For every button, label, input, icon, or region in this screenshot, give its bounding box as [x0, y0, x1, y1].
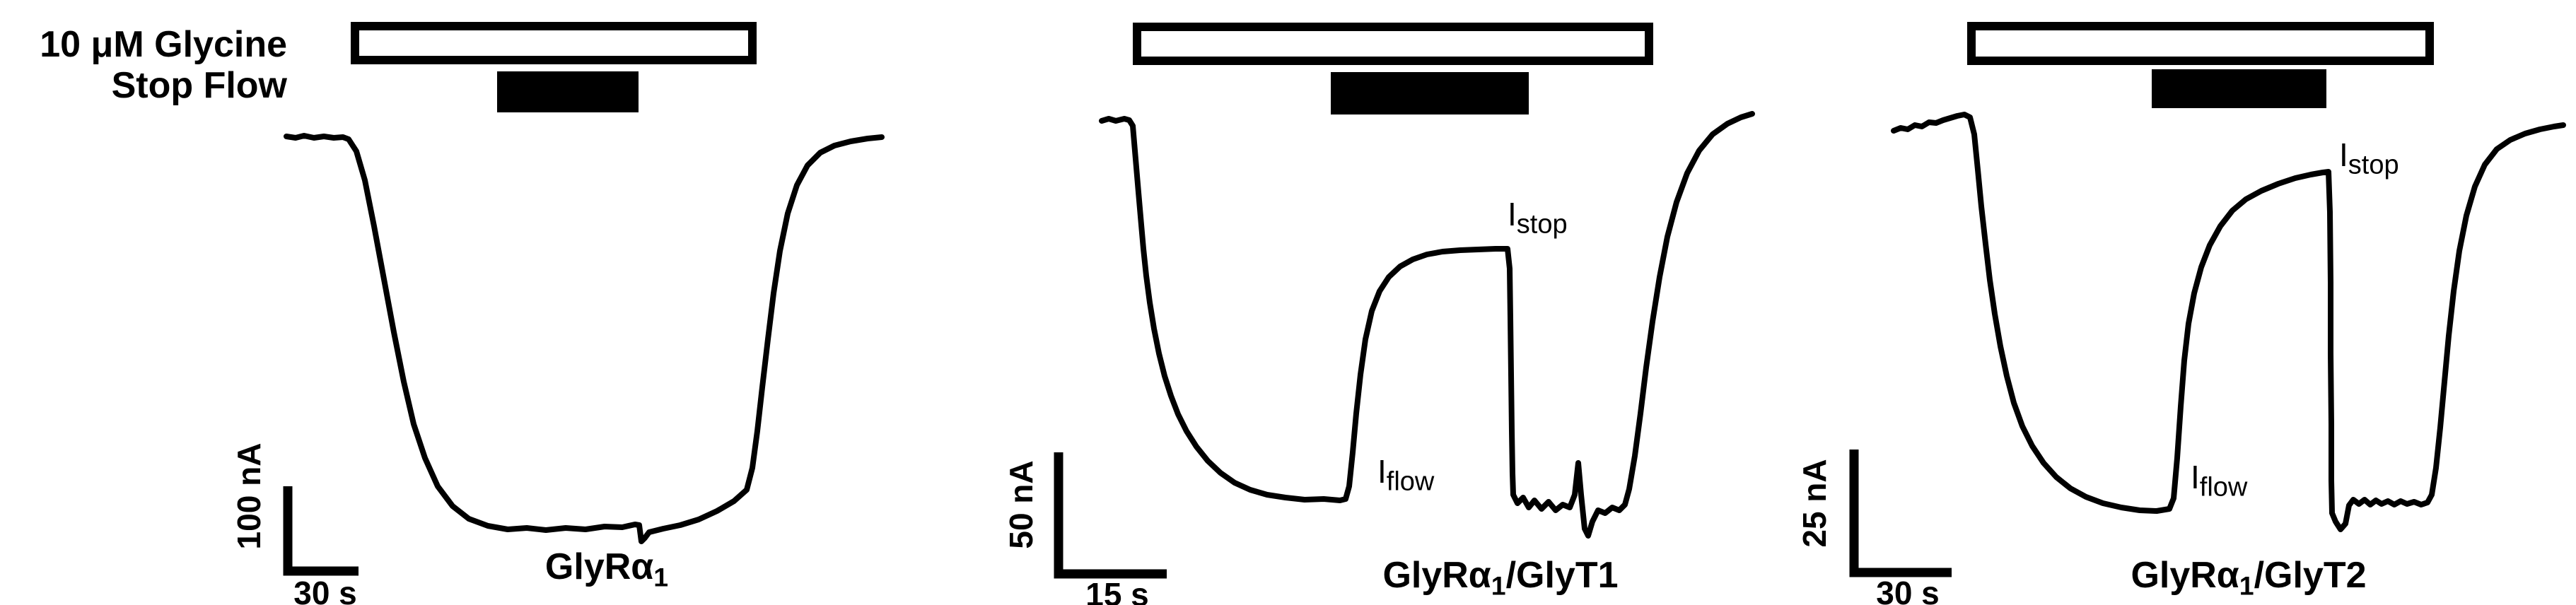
- i-flow-annotation-panel2: Iflow: [1377, 453, 1435, 497]
- glycine-application-bar-panel3: [1967, 22, 2434, 65]
- stimulus-header: 10 μM Glycine Stop Flow: [4, 24, 287, 106]
- current-scale-label-panel2: 50 nA: [1003, 460, 1039, 549]
- panel2-title-suffix: /GlyT1: [1505, 555, 1619, 596]
- time-scale-label-panel3: 30 s: [1876, 575, 1940, 605]
- stop-flow-header-label: Stop Flow: [111, 65, 287, 107]
- stop-flow-bar-panel3: [2152, 69, 2326, 108]
- panel1-title-main: GlyRα: [544, 546, 654, 587]
- time-scale-label-panel1: 30 s: [293, 575, 357, 605]
- stop-flow-bar-panel1: [497, 71, 639, 112]
- panel2-title: GlyRα1/GlyT1: [1288, 554, 1713, 601]
- panel1-title: GlyRα1: [395, 546, 819, 592]
- glycine-application-bar-panel2: [1133, 23, 1653, 65]
- panel3-title-sub: 1: [2239, 570, 2254, 601]
- scale-bar-panel3: [1849, 450, 1952, 577]
- scale-bar-panel1: [283, 486, 359, 576]
- glycine-application-bar-panel1: [351, 22, 757, 64]
- i-stop-annotation-panel3: Istop: [2339, 136, 2399, 180]
- current-scale-label-panel1: 100 nA: [231, 442, 267, 550]
- current-trace-panel1: [284, 133, 885, 544]
- panel2-title-main: GlyRα: [1382, 555, 1491, 596]
- panel3-title: GlyRα1/GlyT2: [2036, 554, 2461, 601]
- panel3-title-suffix: /GlyT2: [2254, 555, 2367, 596]
- scale-bar-panel2: [1054, 452, 1167, 579]
- current-scale-label-panel3: 25 nA: [1796, 459, 1833, 548]
- panel3-title-main: GlyRα: [2131, 555, 2239, 596]
- current-trace-panel3: [1891, 112, 2566, 532]
- i-stop-annotation-panel2: Istop: [1508, 196, 1568, 240]
- glycine-header-label: 10 μM Glycine: [40, 24, 287, 65]
- panel2-title-sub: 1: [1491, 570, 1506, 601]
- current-trace-panel2: [1099, 111, 1755, 539]
- i-flow-annotation-panel3: Iflow: [2191, 459, 2248, 503]
- time-scale-label-panel2: 15 s: [1085, 576, 1149, 605]
- panel1-title-sub: 1: [653, 562, 669, 592]
- stop-flow-bar-panel2: [1331, 72, 1529, 114]
